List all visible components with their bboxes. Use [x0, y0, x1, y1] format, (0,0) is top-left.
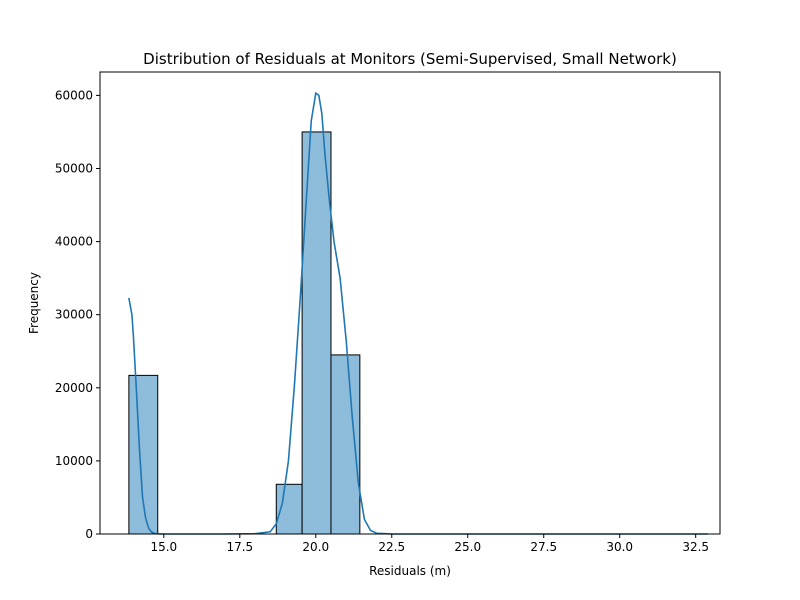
x-tick-label: 22.5: [378, 540, 405, 554]
x-tick-label: 25.0: [454, 540, 481, 554]
x-tick-label: 17.5: [226, 540, 253, 554]
plot-frame: [99, 71, 721, 535]
x-axis-ticks: 15.0 17.5 20.0 22.5 25.0 27.5 30.0 32.5: [150, 534, 709, 554]
histogram-bar-1: [128, 374, 159, 535]
y-tick-label: 60000: [55, 88, 93, 102]
kde-layer: [128, 91, 708, 535]
x-axis-label: Residuals (m): [369, 564, 451, 578]
x-tick-label: 20.0: [302, 540, 329, 554]
y-axis-ticks: 0 10000 20000 30000 40000 50000 60000: [55, 88, 100, 541]
y-tick-label: 20000: [55, 381, 93, 395]
y-tick-label: 30000: [55, 308, 93, 322]
y-tick-label: 50000: [55, 161, 93, 175]
x-tick-label: 30.0: [606, 540, 633, 554]
x-tick-label: 27.5: [530, 540, 557, 554]
y-tick-label: 10000: [55, 454, 93, 468]
kde-curve: [128, 91, 708, 535]
y-axis-label: Frequency: [27, 272, 41, 334]
x-tick-label: 15.0: [150, 540, 177, 554]
y-tick-label: 0: [85, 527, 93, 541]
bars-layer: [128, 131, 361, 535]
y-tick-label: 40000: [55, 235, 93, 249]
chart-title: Distribution of Residuals at Monitors (S…: [143, 50, 677, 68]
x-tick-label: 32.5: [682, 540, 709, 554]
